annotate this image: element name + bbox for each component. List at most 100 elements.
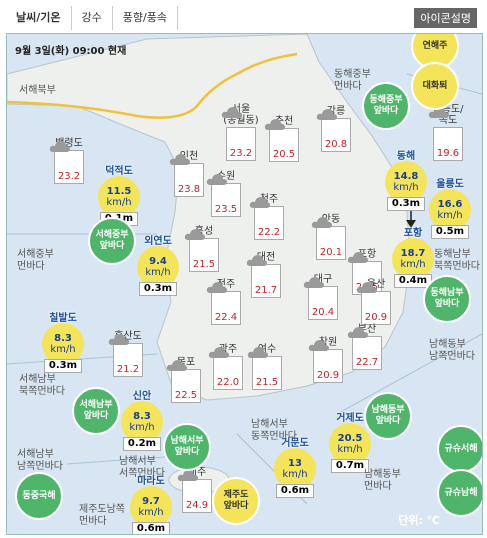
sea-badge[interactable]: 제주도 앞바다 xyxy=(212,477,260,525)
land-station: 부산 22.7 xyxy=(347,324,387,370)
wind-circle: 13 km/h xyxy=(274,448,316,490)
map: 9월 3일(화) 09:00 현재 단위: ℃ 백령도 23.2 인천 23.8 서울(… xyxy=(6,33,483,535)
unit-label: 단위: ℃ xyxy=(398,514,440,527)
wind-unit: km/h xyxy=(145,267,171,278)
sea-region: 남해동부 남쪽먼바다 xyxy=(429,339,475,362)
station-temp: 22.0 xyxy=(216,377,240,388)
weather-icon xyxy=(206,282,240,312)
station-temp: 20.5 xyxy=(272,149,296,160)
weather-icon xyxy=(308,340,342,370)
buoy-name: 거문도 xyxy=(281,438,309,449)
station-temp: 21.7 xyxy=(254,285,278,296)
station-box: 21.7 xyxy=(246,255,281,298)
weather-icon xyxy=(166,360,200,390)
land-station: 수원 23.5 xyxy=(206,171,246,217)
station-box: 20.9 xyxy=(356,282,391,325)
station-box: 23.5 xyxy=(206,174,241,217)
land-station: 대전 21.7 xyxy=(246,252,286,298)
sea-badge[interactable]: 규슈남해 xyxy=(437,469,482,517)
sea-badge[interactable]: 남해서부 앞바다 xyxy=(163,423,211,471)
buoy: 거문도 13 km/h 0.6m xyxy=(270,438,320,498)
buoy-name: 신안 xyxy=(132,391,152,402)
sea-badge[interactable]: 규슈서해 xyxy=(437,425,482,473)
sea-zone-lines xyxy=(7,73,482,505)
station-box: 19.6 xyxy=(428,107,463,161)
weather-icon xyxy=(316,109,350,139)
tab[interactable]: 강수 xyxy=(72,6,113,30)
weather-icon xyxy=(428,107,462,148)
land-station: 창원 20.9 xyxy=(308,337,348,383)
tab[interactable]: 날씨/기온 xyxy=(6,6,72,30)
wave-height: 0.5m xyxy=(431,225,469,239)
station-box: 20.8 xyxy=(316,109,351,152)
weather-icon xyxy=(221,107,255,148)
wind-circle: 8.3 km/h xyxy=(42,323,84,365)
station-box: 20.5 xyxy=(264,119,299,162)
wave-height: 0.4m xyxy=(394,274,432,288)
station-box: 20.1 xyxy=(311,217,346,260)
wind-unit: km/h xyxy=(437,210,463,221)
station-name: 홍성 xyxy=(194,226,214,237)
land-station: 서울(송월동) 23.2 xyxy=(221,104,261,161)
station-name: 안동 xyxy=(321,214,341,225)
land-station: 강릉 20.8 xyxy=(316,106,356,152)
sea-badge[interactable]: 남해동부 앞바다 xyxy=(364,392,412,440)
land-station: 제주 24.9 xyxy=(177,467,217,513)
sea-region: 제주도남쪽 먼바다 xyxy=(79,504,125,527)
weather-icon xyxy=(303,277,337,307)
weather-icon xyxy=(49,141,83,171)
wave-height: 0.7m xyxy=(331,459,369,473)
station-temp: 21.5 xyxy=(255,377,279,388)
sea-badge[interactable]: 대화퇴 xyxy=(411,62,459,110)
boundary-line xyxy=(7,52,298,119)
station-name: 서울(송월동) xyxy=(223,104,259,126)
station-name: 포항 xyxy=(357,249,377,260)
station-name: 전주 xyxy=(216,279,236,290)
station-box: 23.2 xyxy=(221,107,256,161)
buoy: 신안 8.3 km/h 0.2m xyxy=(117,391,167,451)
station-temp: 23.2 xyxy=(229,148,253,159)
station-box: 22.0 xyxy=(208,347,243,390)
land-station: 안동 20.1 xyxy=(311,214,351,260)
sea-badge[interactable]: 서해남부 앞바다 xyxy=(72,387,120,435)
buoy-name: 포항 xyxy=(403,228,423,239)
station-box: 22.7 xyxy=(347,327,382,370)
wind-circle: 16.6 km/h xyxy=(429,189,471,231)
sea-region: 동해남부 북쪽먼바다 xyxy=(434,249,480,272)
station-name: 울릉도/독도 xyxy=(432,104,464,126)
icon-legend-button[interactable]: 아이콘설명 xyxy=(414,8,477,28)
station-temp: 22.4 xyxy=(214,312,238,323)
wind-speed: 9.7 xyxy=(142,496,160,507)
buoy: 울릉도 16.6 km/h 0.5m xyxy=(425,179,475,239)
sea-badge[interactable]: 동해남부 앞바다 xyxy=(423,275,471,323)
wave-height: 0.3m xyxy=(387,197,425,211)
wind-speed: 16.6 xyxy=(437,199,463,210)
buoy-name: 마라도 xyxy=(137,476,165,487)
wind-circle: 8.3 km/h xyxy=(121,401,163,443)
weather-icon xyxy=(249,197,283,227)
wind-speed: 8.3 xyxy=(54,333,72,344)
wind-unit: km/h xyxy=(393,182,419,193)
station-name: 울산 xyxy=(366,279,386,290)
wind-unit: km/h xyxy=(337,444,363,455)
sea-badge[interactable]: 서해중부 앞바다 xyxy=(88,217,136,265)
weather-icon xyxy=(247,347,281,377)
tab[interactable]: 풍향/풍속 xyxy=(113,6,178,30)
wind-speed: 13 xyxy=(288,458,302,469)
station-name: 부산 xyxy=(357,324,377,335)
weather-icon xyxy=(177,470,211,500)
wind-unit: km/h xyxy=(138,507,164,518)
buoy-name: 울릉도 xyxy=(436,179,464,190)
weather-icon xyxy=(206,174,240,204)
sea-badge[interactable]: 동해중부 앞바다 xyxy=(362,82,410,130)
station-temp: 22.5 xyxy=(174,390,198,401)
station-box: 23.8 xyxy=(169,154,204,197)
station-name: 여수 xyxy=(257,344,277,355)
tab-bar: 날씨/기온 강수 풍향/풍속 xyxy=(6,6,178,30)
land-station: 여수 21.5 xyxy=(247,344,287,390)
station-name: 백령도 xyxy=(55,138,83,149)
sea-badge[interactable]: 동중국해 xyxy=(15,472,63,520)
station-temp: 22.7 xyxy=(355,357,379,368)
